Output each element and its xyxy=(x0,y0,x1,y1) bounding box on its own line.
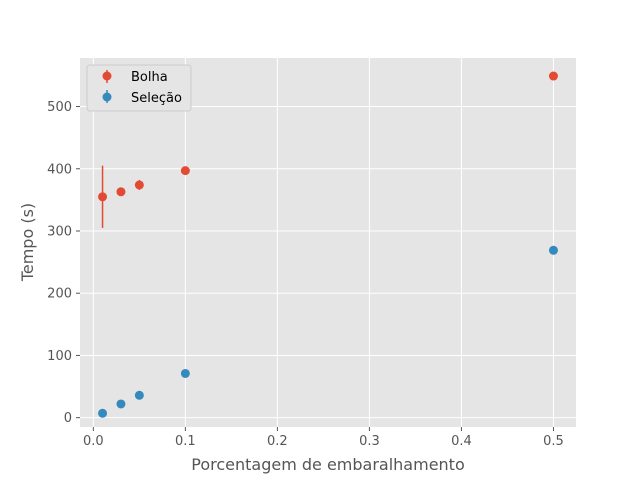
legend-label-selecao: Seleção xyxy=(131,91,182,106)
x-tick-label: 0.4 xyxy=(451,434,472,449)
x-axis-label: Porcentagem de embaralhamento xyxy=(191,455,465,474)
point-selecao xyxy=(548,245,558,255)
x-tick-label: 0.5 xyxy=(543,434,564,449)
x-tick-label: 0.0 xyxy=(83,434,104,449)
x-tick-label: 0.1 xyxy=(175,434,196,449)
y-tick-label: 200 xyxy=(47,287,72,302)
plot-area xyxy=(80,58,576,427)
data-marks xyxy=(98,71,558,418)
x-tick-label: 0.3 xyxy=(359,434,380,449)
legend-marker-bolha xyxy=(102,71,112,81)
y-tick-label: 100 xyxy=(47,349,72,364)
point-bolha xyxy=(548,71,558,81)
legend: Bolha Seleção xyxy=(86,64,192,112)
y-tick-label: 400 xyxy=(47,162,72,177)
y-axis-label: Tempo (s) xyxy=(18,203,37,282)
legend-marker-selecao xyxy=(102,92,112,102)
ticks: 0.0 0.1 0.2 0.3 0.4 0.5 0 100 200 300 400 500 xyxy=(47,100,564,449)
y-tick-label: 300 xyxy=(47,224,72,239)
legend-box xyxy=(86,64,192,112)
legend-label-bolha: Bolha xyxy=(131,70,168,85)
y-tick-label: 500 xyxy=(47,100,72,115)
point-selecao xyxy=(134,390,144,400)
point-selecao xyxy=(98,408,108,418)
y-tick-label: 0 xyxy=(64,411,72,426)
point-bolha xyxy=(134,180,144,190)
point-bolha xyxy=(98,192,108,202)
point-bolha xyxy=(116,187,126,197)
point-bolha xyxy=(180,166,190,176)
x-tick-label: 0.2 xyxy=(267,434,288,449)
point-selecao xyxy=(116,399,126,409)
point-selecao xyxy=(180,368,190,378)
